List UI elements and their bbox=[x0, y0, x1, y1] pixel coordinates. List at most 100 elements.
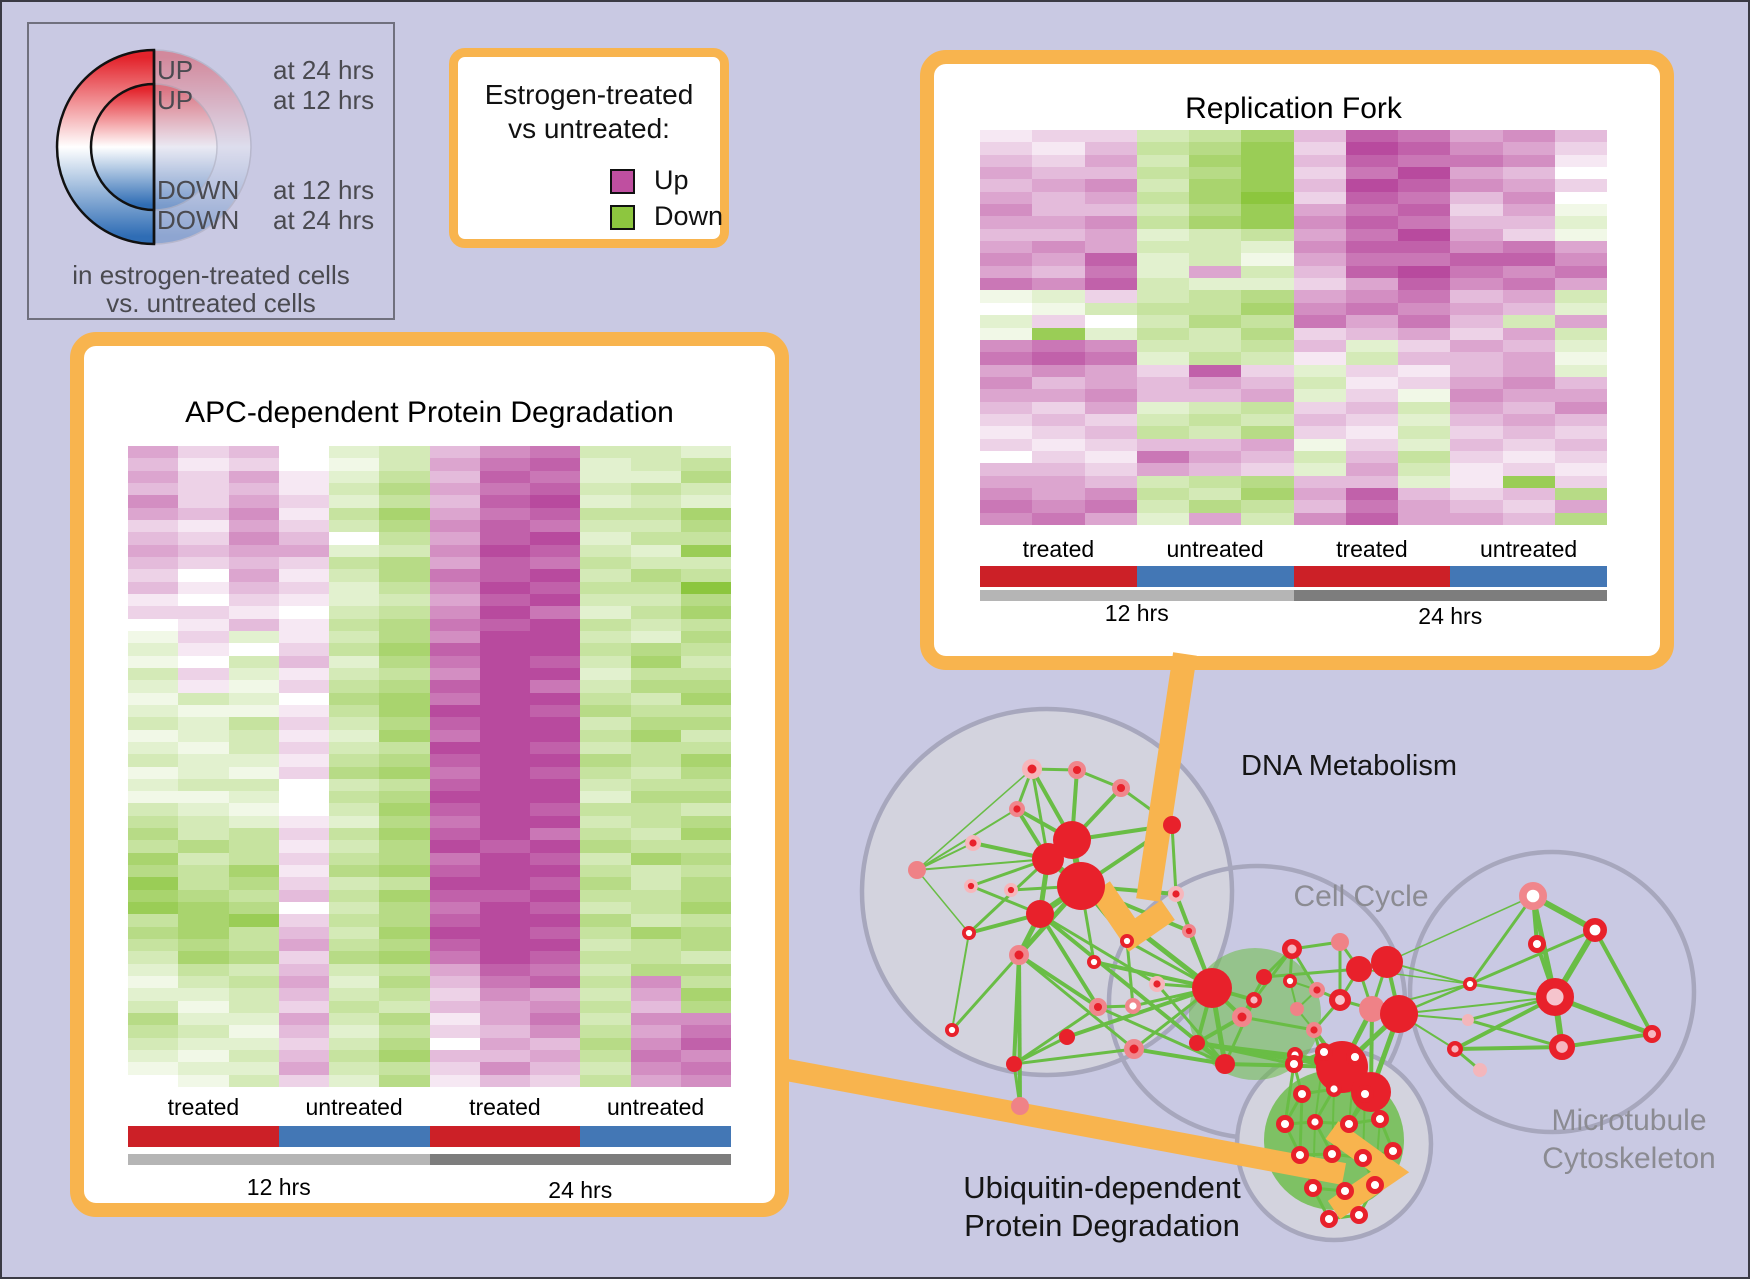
heatmap-cell bbox=[329, 446, 380, 459]
network-node bbox=[1292, 1084, 1311, 1103]
heatmap-cell bbox=[530, 1000, 581, 1014]
heatmap-cell bbox=[479, 606, 530, 619]
network-edge bbox=[1312, 1121, 1316, 1189]
network-node bbox=[1245, 992, 1262, 1009]
heatmap-cell bbox=[680, 1074, 731, 1087]
network-edge bbox=[1015, 768, 1034, 810]
heatmap-cell bbox=[1502, 487, 1555, 501]
heatmap-cell bbox=[1502, 315, 1555, 328]
heatmap-cell bbox=[228, 593, 279, 607]
heatmap-cell bbox=[228, 766, 279, 779]
heatmap-cell bbox=[1345, 500, 1398, 513]
heatmap-cell bbox=[128, 482, 179, 496]
group-label-treated-2: treated bbox=[1336, 536, 1408, 562]
heatmap-cell bbox=[178, 680, 229, 693]
heatmap-cell bbox=[630, 544, 681, 557]
heatmap-cell bbox=[228, 803, 279, 816]
heatmap-cell bbox=[1032, 364, 1085, 377]
network-node bbox=[1462, 1014, 1474, 1026]
heatmap-cell bbox=[1241, 413, 1294, 427]
heatmap-cell bbox=[379, 519, 430, 533]
heatmap-cell bbox=[1136, 413, 1189, 427]
heatmap-cell bbox=[128, 840, 179, 853]
network-edge bbox=[1296, 989, 1318, 1010]
heatmap-cell bbox=[379, 544, 430, 557]
heatmap-cell bbox=[580, 544, 631, 557]
heatmap-cell bbox=[1136, 450, 1189, 464]
heatmap-cell bbox=[228, 507, 279, 520]
heatmap-cell bbox=[1345, 154, 1398, 168]
heatmap-cell bbox=[128, 778, 179, 792]
heatmap-cell bbox=[128, 926, 179, 940]
heatmap-cell bbox=[1554, 438, 1607, 451]
heatmap-cell bbox=[479, 692, 530, 705]
heatmap-cell bbox=[630, 852, 681, 866]
heatmap-cell bbox=[1241, 216, 1294, 229]
network-edge bbox=[1322, 1051, 1336, 1090]
heatmap-cell bbox=[1293, 167, 1346, 180]
ring-legend-graphic bbox=[55, 48, 252, 246]
heatmap-cell bbox=[429, 606, 480, 619]
heatmap-cell bbox=[128, 643, 179, 656]
network-edge bbox=[1224, 1062, 1343, 1069]
heatmap-cell bbox=[178, 902, 229, 915]
heatmap-cell bbox=[1241, 389, 1294, 402]
heatmap-cell bbox=[530, 766, 581, 779]
heatmap-cell bbox=[379, 766, 430, 779]
untreated-bar bbox=[278, 1126, 430, 1147]
heatmap-cell bbox=[1241, 290, 1294, 303]
network-edge bbox=[1296, 1008, 1315, 1031]
heatmap-cell bbox=[580, 852, 631, 866]
heatmap-cell bbox=[329, 1074, 380, 1087]
heatmap-cell bbox=[530, 1074, 581, 1087]
heatmap-cell bbox=[479, 507, 530, 520]
heatmap-cell bbox=[1241, 253, 1294, 266]
edge-density-patch-0 bbox=[1189, 948, 1321, 1080]
network-edge bbox=[1344, 1183, 1376, 1193]
network-edge bbox=[1358, 960, 1388, 971]
heatmap-cell bbox=[1084, 327, 1137, 340]
ring-legend-box: UP at 24 hrs UP at 12 hrs DOWN at 12 hrs… bbox=[27, 22, 395, 320]
heatmap-cell bbox=[1554, 265, 1607, 279]
heatmap-cell bbox=[1502, 500, 1555, 513]
heatmap-cell bbox=[1554, 487, 1607, 501]
heatmap-cell bbox=[1450, 487, 1503, 501]
heatmap-cell bbox=[329, 1050, 380, 1063]
estrogen-legend-title2: vs untreated: bbox=[508, 113, 670, 144]
heatmap-cell bbox=[178, 655, 229, 668]
heatmap-cell bbox=[128, 618, 179, 631]
network-edge bbox=[1013, 1005, 1099, 1066]
heatmap-cell bbox=[530, 581, 581, 594]
heatmap-cell bbox=[228, 865, 279, 878]
heatmap-cell bbox=[1136, 253, 1189, 266]
heatmap-cell bbox=[680, 692, 731, 705]
heatmap-cell bbox=[479, 877, 530, 890]
network-node bbox=[908, 861, 926, 879]
heatmap-cell bbox=[1241, 191, 1294, 205]
heatmap-cell bbox=[1502, 438, 1555, 451]
heatmap-cell bbox=[1084, 302, 1137, 316]
network-node bbox=[1232, 1007, 1252, 1027]
heatmap-cell bbox=[278, 963, 329, 977]
heatmap-cell bbox=[128, 519, 179, 533]
heatmap-cell bbox=[1136, 241, 1189, 254]
network-edge bbox=[1240, 976, 1266, 1018]
network-edge bbox=[1211, 986, 1255, 1002]
heatmap-cell bbox=[1554, 191, 1607, 205]
network-edge bbox=[1017, 953, 1100, 1009]
heatmap-cell bbox=[1241, 154, 1294, 168]
heatmap-cell bbox=[429, 1074, 480, 1087]
heatmap-cell bbox=[329, 988, 380, 1001]
network-edge bbox=[1371, 983, 1471, 1010]
heatmap-cell bbox=[580, 1000, 631, 1014]
heatmap-cell bbox=[1293, 352, 1346, 365]
heatmap-cell bbox=[580, 1037, 631, 1051]
heatmap-cell bbox=[178, 914, 229, 927]
untreated-bar bbox=[580, 1126, 731, 1147]
heatmap-cell bbox=[479, 544, 530, 557]
heatmap-cell bbox=[1398, 154, 1451, 168]
heatmap-cell bbox=[329, 963, 380, 977]
network-edge bbox=[1093, 960, 1213, 990]
heatmap-cell bbox=[980, 130, 1033, 143]
heatmap-cell bbox=[228, 643, 279, 656]
